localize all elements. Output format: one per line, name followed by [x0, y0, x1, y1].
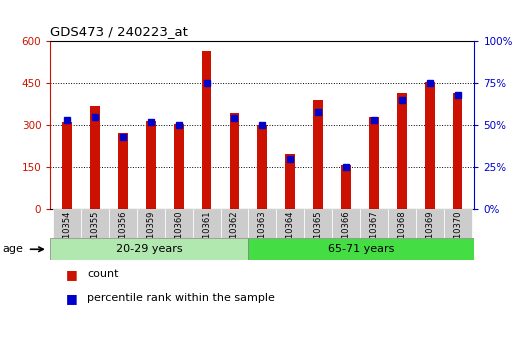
Text: ■: ■: [66, 292, 78, 305]
Bar: [397, 93, 407, 209]
Bar: [276, 209, 304, 238]
Text: GSM10366: GSM10366: [341, 210, 350, 256]
Bar: [90, 106, 100, 209]
Bar: [341, 166, 351, 209]
Text: 20-29 years: 20-29 years: [116, 244, 183, 254]
Bar: [425, 82, 435, 209]
Bar: [388, 209, 416, 238]
Text: GSM10359: GSM10359: [146, 210, 155, 256]
Text: GSM10365: GSM10365: [314, 210, 323, 256]
Text: GSM10363: GSM10363: [258, 210, 267, 256]
Bar: [369, 117, 379, 209]
Bar: [192, 209, 220, 238]
Bar: [62, 122, 72, 209]
Bar: [81, 209, 109, 238]
Bar: [165, 209, 192, 238]
Bar: [220, 209, 249, 238]
Bar: [229, 112, 240, 209]
Bar: [258, 125, 267, 209]
Bar: [416, 209, 444, 238]
Bar: [285, 154, 295, 209]
Bar: [313, 100, 323, 209]
Bar: [137, 209, 165, 238]
Bar: [360, 209, 388, 238]
Bar: [109, 209, 137, 238]
Text: GSM10369: GSM10369: [425, 210, 434, 256]
Bar: [202, 51, 211, 209]
Bar: [249, 209, 276, 238]
Bar: [304, 209, 332, 238]
Text: GSM10361: GSM10361: [202, 210, 211, 256]
Text: percentile rank within the sample: percentile rank within the sample: [87, 294, 275, 303]
Text: GSM10370: GSM10370: [453, 210, 462, 256]
Bar: [332, 209, 360, 238]
Text: GSM10354: GSM10354: [63, 210, 72, 256]
Text: GSM10367: GSM10367: [369, 210, 378, 256]
Text: GSM10368: GSM10368: [398, 210, 407, 256]
Bar: [453, 93, 463, 209]
Bar: [118, 134, 128, 209]
Text: 65-71 years: 65-71 years: [328, 244, 394, 254]
Text: GSM10356: GSM10356: [118, 210, 127, 256]
Text: age: age: [3, 244, 23, 254]
Text: count: count: [87, 269, 119, 279]
Bar: [444, 209, 472, 238]
Bar: [50, 238, 248, 260]
Text: GSM10355: GSM10355: [91, 210, 100, 256]
Text: GDS473 / 240223_at: GDS473 / 240223_at: [50, 25, 188, 38]
Text: GSM10362: GSM10362: [230, 210, 239, 256]
Bar: [146, 121, 156, 209]
Bar: [174, 124, 183, 209]
Bar: [248, 238, 474, 260]
Bar: [53, 209, 81, 238]
Text: GSM10364: GSM10364: [286, 210, 295, 256]
Text: ■: ■: [66, 268, 78, 281]
Text: GSM10360: GSM10360: [174, 210, 183, 256]
